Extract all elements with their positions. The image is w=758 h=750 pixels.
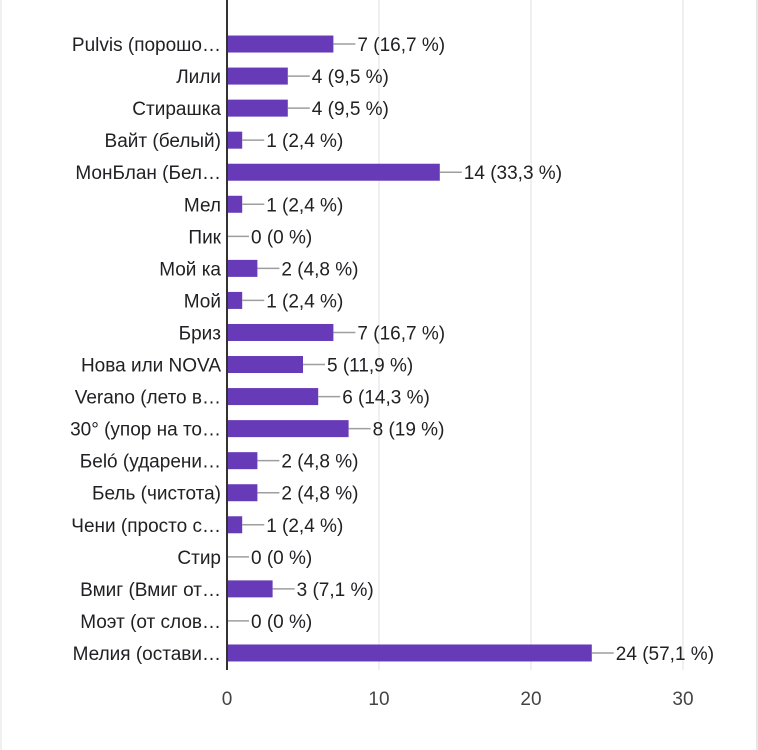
category-label: Мелия (остави… [73,644,221,665]
category-label: Verano (лето в… [75,388,221,409]
category-label: Мой [184,291,221,312]
bar [227,516,243,534]
category-label: Бель (чистота) [92,484,221,505]
bar [227,195,243,213]
category-label: Мой ка [159,259,221,280]
category-label: Моэт (от слов… [80,612,221,633]
bar [227,420,349,438]
value-label: 0 (0 %) [251,548,312,569]
category-label: Беló (ударени… [80,452,221,473]
bar [227,131,243,149]
category-label: Бриз [179,323,221,344]
category-label: Pulvis (порошо… [72,35,221,56]
value-label: 1 (2,4 %) [266,516,343,537]
bar [227,259,258,277]
category-label: Пик [188,227,221,248]
value-label: 1 (2,4 %) [266,195,343,216]
value-label: 2 (4,8 %) [281,484,358,505]
category-label: Мел [184,195,221,216]
left-edge [0,0,2,750]
bar [227,35,334,53]
x-tick-label: 10 [368,689,389,710]
value-label: 24 (57,1 %) [616,644,714,665]
right-edge [756,0,758,750]
value-label: 0 (0 %) [251,227,312,248]
value-label: 14 (33,3 %) [464,163,562,184]
value-label: 0 (0 %) [251,612,312,633]
category-label: Вайт (белый) [105,131,221,152]
x-tick-label: 30 [672,689,693,710]
bar [227,452,258,470]
bar [227,484,258,502]
value-label: 8 (19 %) [373,420,445,441]
category-label: Стир [177,548,221,569]
category-label: Вмиг (Вмиг от… [80,580,221,601]
value-label: 4 (9,5 %) [312,99,389,120]
category-label: МонБлан (Бел… [75,163,221,184]
bar [227,99,288,117]
x-tick-label: 0 [222,689,233,710]
category-label: Чени (просто с… [71,516,221,537]
value-label: 7 (16,7 %) [357,323,445,344]
x-tick-label: 20 [520,689,541,710]
bar [227,356,303,374]
bar [227,388,319,406]
bar [227,323,334,341]
bar [227,291,243,309]
value-label: 2 (4,8 %) [281,452,358,473]
bar [227,67,288,85]
category-label: Стирашка [132,99,221,120]
value-label: 7 (16,7 %) [357,35,445,56]
category-label: Лили [176,67,221,88]
value-label: 3 (7,1 %) [297,580,374,601]
value-label: 1 (2,4 %) [266,291,343,312]
value-label: 1 (2,4 %) [266,131,343,152]
value-label: 5 (11,9 %) [327,356,413,377]
value-label: 4 (9,5 %) [312,67,389,88]
bar [227,163,440,181]
value-label: 2 (4,8 %) [281,259,358,280]
bar [227,580,273,598]
category-label: 30° (упор на то… [70,420,221,441]
bar [227,644,592,662]
category-label: Нова или NOVA [81,356,221,377]
value-label: 6 (14,3 %) [342,388,430,409]
